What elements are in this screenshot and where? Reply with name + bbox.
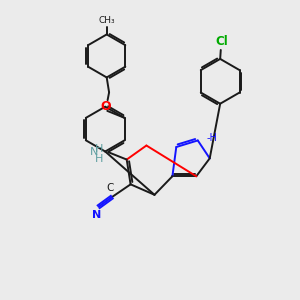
Text: O: O — [101, 100, 111, 113]
Text: N: N — [90, 147, 98, 158]
Text: H: H — [95, 144, 103, 154]
Text: Cl: Cl — [215, 35, 228, 49]
Text: H: H — [95, 154, 103, 164]
Text: -H: -H — [206, 133, 217, 143]
Text: C: C — [106, 183, 114, 193]
Text: N: N — [92, 210, 101, 220]
Text: CH₃: CH₃ — [98, 16, 115, 26]
